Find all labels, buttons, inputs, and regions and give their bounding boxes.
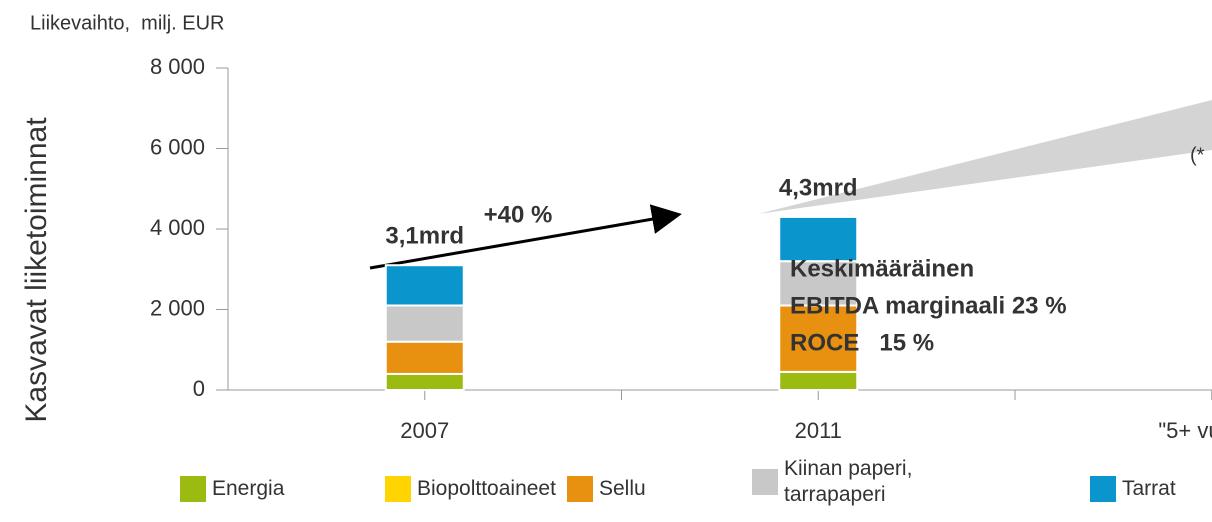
legend-label: Tarrat [1122, 477, 1176, 500]
unit-label: Liikevaihto, milj. EUR [30, 12, 225, 34]
bar-segment [384, 304, 465, 343]
legend-item: Sellu [567, 476, 646, 502]
x-tick-label: "5+ vuotta" [1158, 418, 1212, 443]
growth-arrow [369, 204, 682, 270]
legend-label: Sellu [599, 477, 646, 500]
projection-wedge [758, 100, 1212, 214]
legend-item: Biopolttoaineet [385, 476, 556, 502]
bar-segment [384, 264, 465, 307]
y-tick-label: 6 000 [150, 134, 205, 159]
note: Keskimääräinen [790, 255, 974, 282]
x-tick-label: 2011 [795, 418, 842, 443]
note: ROCE 15 % [790, 329, 934, 356]
bar-segment [778, 370, 859, 392]
total-label: 4,3mrd [779, 174, 858, 201]
legend-swatch [385, 476, 411, 502]
bar-segment [778, 260, 859, 307]
legend-swatch [752, 469, 778, 495]
note: EBITDA marginaali 23 % [790, 292, 1067, 319]
total-label: 3,1mrd [385, 223, 464, 250]
legend-item: Energia [180, 476, 284, 502]
legend-label: Biopolttoaineet [417, 477, 556, 500]
legend-item: Tarrat [1090, 476, 1176, 502]
y-tick-label: 4 000 [150, 215, 205, 240]
growth-label: +40 % [484, 201, 553, 228]
bar-segment [384, 340, 465, 375]
bar-segment [384, 372, 465, 391]
y-tick-label: 8 000 [150, 54, 205, 79]
legend-swatch [180, 476, 206, 502]
legend-item: Kiinan paperi, tarrapaperi [752, 456, 934, 508]
y-tick-label: 0 [193, 376, 205, 401]
legend-label: Energia [212, 477, 285, 500]
bar-segment [778, 304, 859, 373]
legend-swatch [1090, 476, 1116, 502]
y-tick-label: 2 000 [150, 295, 205, 320]
bar-segment [778, 215, 859, 263]
y-axis-title: Kasvavat liiketoiminnat [20, 117, 53, 423]
legend: Energia Biopolttoaineet Sellu Kiinan paperi… [0, 457, 1212, 522]
footnote-mark: (* [1190, 144, 1205, 166]
legend-label: Kiinan paperi, tarrapaperi [784, 457, 913, 506]
legend-swatch [567, 476, 593, 502]
x-tick-label: 2007 [400, 418, 449, 443]
